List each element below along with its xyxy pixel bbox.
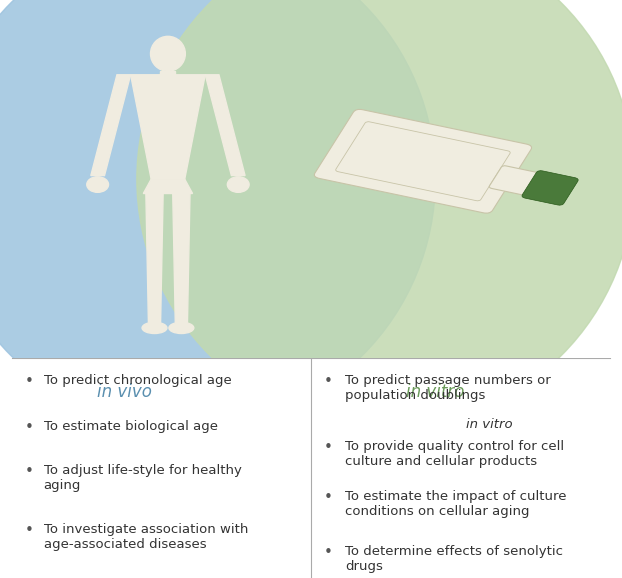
Ellipse shape	[151, 36, 185, 71]
Ellipse shape	[0, 0, 435, 428]
FancyBboxPatch shape	[314, 109, 532, 213]
Text: To estimate the impact of culture
conditions on cellular aging: To estimate the impact of culture condit…	[345, 490, 567, 518]
Polygon shape	[205, 75, 245, 176]
Polygon shape	[143, 179, 193, 194]
Text: •: •	[25, 464, 34, 479]
Text: •: •	[323, 490, 332, 505]
Text: •: •	[25, 374, 34, 389]
Ellipse shape	[142, 323, 167, 334]
Polygon shape	[91, 75, 131, 176]
Text: To investigate association with
age-associated diseases: To investigate association with age-asso…	[44, 523, 248, 551]
Polygon shape	[131, 75, 205, 179]
Ellipse shape	[228, 177, 249, 192]
Ellipse shape	[137, 0, 622, 428]
Text: in vitro: in vitro	[466, 418, 513, 431]
Text: To predict passage numbers or
population doublings: To predict passage numbers or population…	[345, 374, 551, 402]
Text: To estimate biological age: To estimate biological age	[44, 420, 218, 433]
FancyBboxPatch shape	[490, 166, 547, 197]
Text: •: •	[323, 545, 332, 560]
FancyBboxPatch shape	[160, 71, 175, 86]
Ellipse shape	[169, 323, 194, 334]
Text: To predict chronological age: To predict chronological age	[44, 374, 231, 387]
Text: in vitro: in vitro	[406, 383, 465, 401]
Polygon shape	[173, 190, 190, 323]
Text: •: •	[25, 420, 34, 435]
Text: •: •	[323, 374, 332, 389]
Text: To adjust life-style for healthy
aging: To adjust life-style for healthy aging	[44, 464, 241, 492]
FancyBboxPatch shape	[522, 171, 578, 205]
Text: •: •	[323, 440, 332, 455]
Text: in vivo: in vivo	[97, 383, 152, 401]
Text: To determine effects of senolytic
drugs: To determine effects of senolytic drugs	[345, 545, 563, 573]
Text: •: •	[25, 523, 34, 538]
Ellipse shape	[87, 177, 109, 192]
Text: To provide quality control for cell
culture and cellular products: To provide quality control for cell cult…	[345, 440, 564, 468]
Polygon shape	[146, 190, 163, 323]
